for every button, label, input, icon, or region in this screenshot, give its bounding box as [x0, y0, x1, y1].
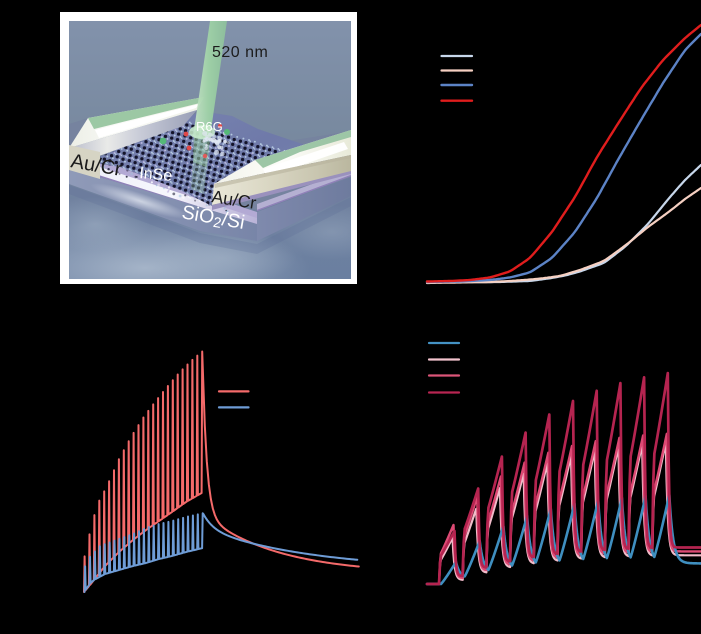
svg-text:R6G: R6G	[196, 119, 223, 134]
svg-text:InSe: InSe	[139, 165, 173, 185]
svg-text:520 nm: 520 nm	[212, 44, 268, 61]
